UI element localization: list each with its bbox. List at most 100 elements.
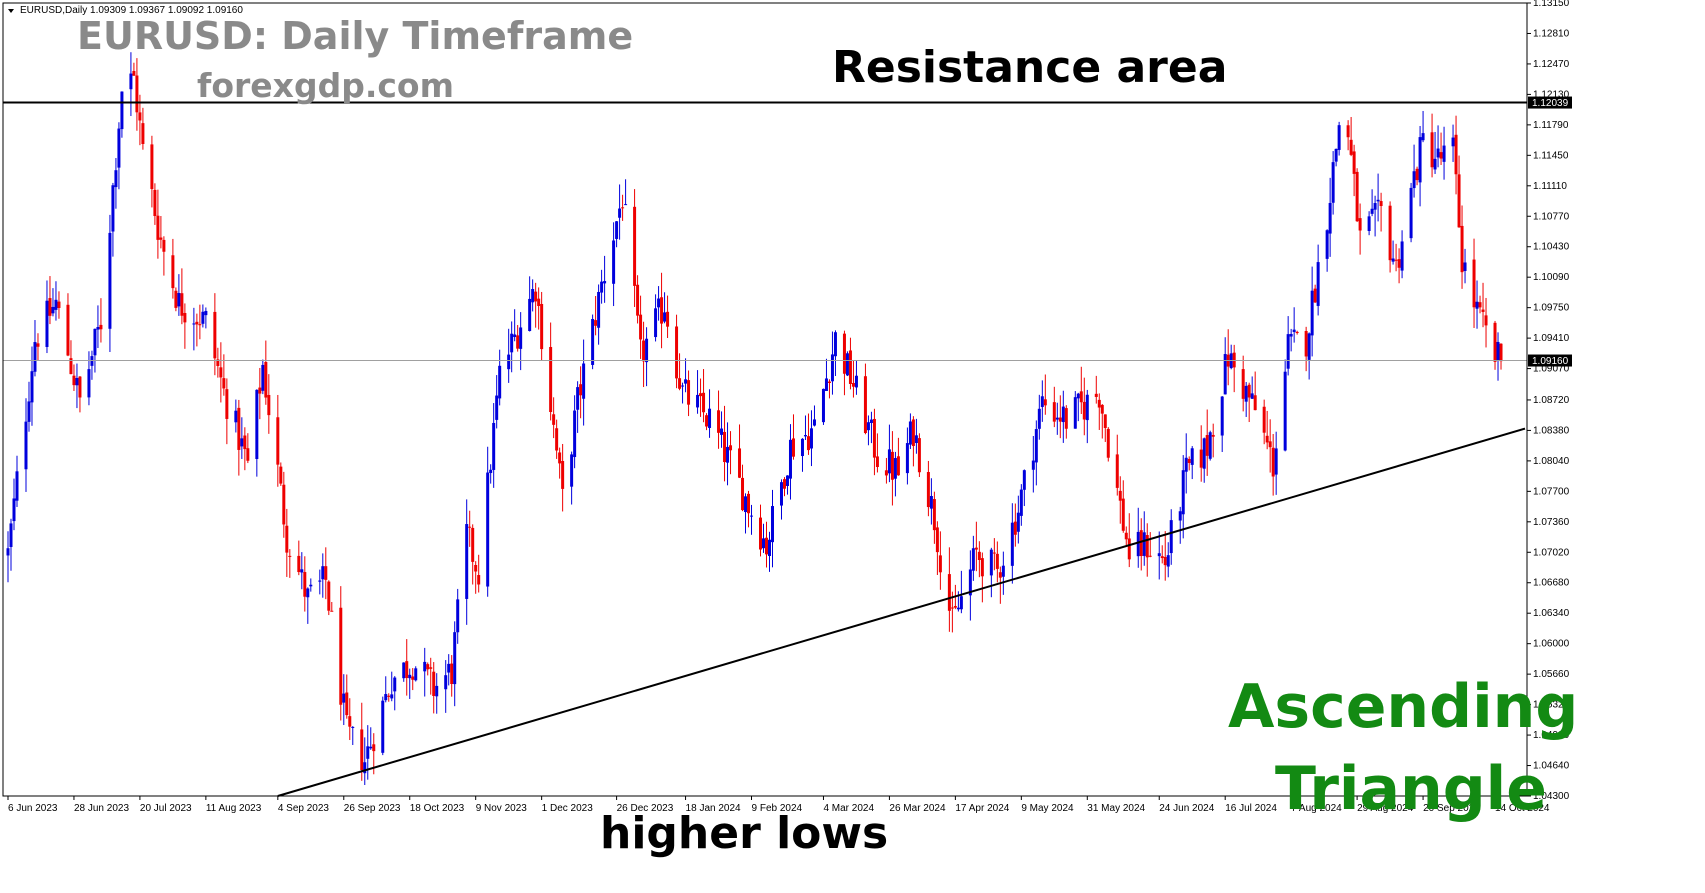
candle-body [1409,187,1413,239]
candle [387,693,391,702]
candle [989,547,993,598]
x-tick-label: 20 Sep 2024 [1423,803,1480,814]
candle [845,351,849,377]
candle [1184,433,1188,494]
candle [96,305,100,349]
candle [896,437,900,476]
candle-body [345,692,349,716]
candle [414,666,418,682]
candle-body [597,291,601,328]
candle [1334,148,1338,167]
candle-body [872,418,876,458]
candle [465,499,469,625]
candle-body [1208,432,1212,459]
y-tick-label: 1.06340 [1533,608,1570,619]
candle-body [87,369,91,398]
candle-body [687,380,691,405]
candle [1199,425,1203,482]
y-tick-label: 1.06000 [1533,639,1570,650]
candle [720,411,724,448]
candle [1457,155,1461,228]
candle [624,179,628,206]
candle-body [1358,218,1362,231]
candle-body [788,439,792,479]
candle-body [1313,288,1317,303]
candle [765,521,768,568]
candle-body [1355,171,1359,222]
candle-body [495,395,499,420]
candle [1421,110,1425,143]
x-tick-label: 18 Oct 2023 [410,803,465,814]
candle [381,696,385,756]
candle-body [1223,354,1227,395]
candle-body [411,676,415,680]
candle [1040,380,1044,422]
candle-body [573,410,577,458]
candle-body [1391,258,1395,262]
candle [111,182,115,257]
candle [1463,248,1467,284]
candle-body [929,496,933,509]
candle [968,550,972,621]
candle-body [195,321,199,325]
x-tick-label: 26 Sep 2023 [344,803,401,814]
candle [1346,120,1350,151]
candle-body [726,446,730,463]
candle-body [806,436,810,451]
x-tick-label: 4 Sep 2023 [278,803,330,814]
candle [495,375,499,429]
candle-body [603,281,607,284]
candle-body [708,408,712,428]
x-tick-label: 16 Jul 2024 [1225,803,1277,814]
candle [450,655,454,697]
candle [696,370,700,414]
candle-body [12,498,16,522]
x-tick-label: 26 Dec 2023 [617,803,674,814]
candle [171,238,175,299]
candle-body [477,575,481,585]
candle-body [342,693,346,703]
candle [477,554,481,593]
candle [869,411,873,444]
candle-body [750,515,754,517]
website-watermark: forexgdp.com [197,66,454,105]
candle [192,307,196,351]
y-tick-label: 1.11450 [1533,150,1569,161]
candle-body [959,596,963,610]
candle [615,221,619,248]
candle [597,284,601,345]
candle-body [24,421,28,470]
candle [1328,177,1332,257]
candle [288,549,292,578]
candle [750,504,754,535]
candle [342,674,346,726]
candle-body [833,332,837,357]
candle-body [1379,201,1383,207]
y-tick-label: 1.08720 [1533,395,1570,406]
candle-body [995,553,999,569]
candle [1439,132,1443,165]
candle [1265,410,1269,450]
candle-body [6,548,10,556]
candle-body [222,378,226,389]
candle-body [1454,134,1458,175]
candle [1244,382,1248,417]
candle [741,464,745,512]
candle-body [621,207,625,209]
candle [507,328,511,383]
candle [285,508,289,577]
candle-body [1250,393,1254,399]
candle [848,337,852,390]
drawn-lines-layer [3,101,1527,797]
candle [258,367,262,420]
candle-body [1412,171,1416,189]
candle-body [1376,199,1380,202]
candle-body [321,566,325,580]
candle-body [633,206,637,286]
candle-body [1103,414,1107,428]
y-tick-label: 1.11790 [1533,120,1569,131]
candle-body [1484,315,1488,326]
candle-body [393,677,397,692]
